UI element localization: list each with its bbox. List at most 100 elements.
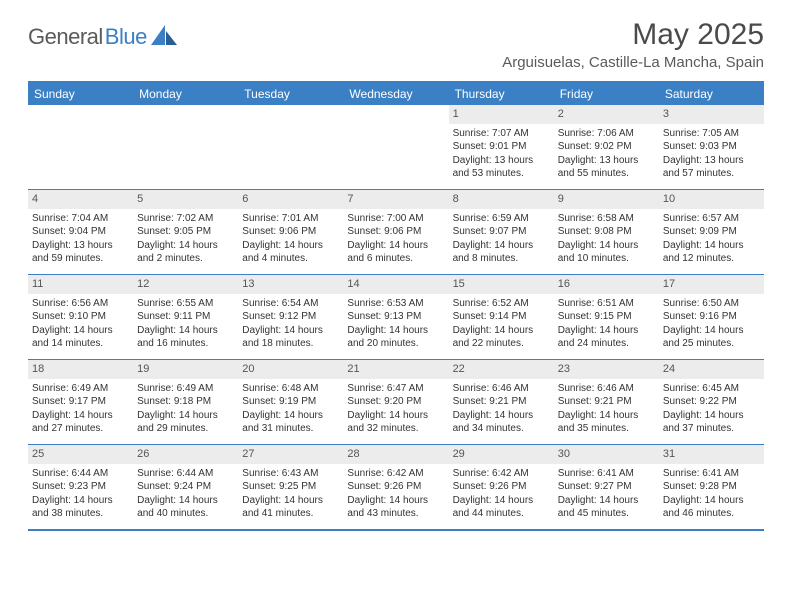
title-block: May 2025 Arguisuelas, Castille-La Mancha… xyxy=(502,18,764,71)
sunset-text: Sunset: 9:28 PM xyxy=(663,480,760,494)
cell-body: Sunrise: 6:44 AMSunset: 9:24 PMDaylight:… xyxy=(133,464,238,525)
daylight-text: and 59 minutes. xyxy=(32,252,129,266)
week-row: 18Sunrise: 6:49 AMSunset: 9:17 PMDayligh… xyxy=(28,359,764,444)
week-row: 11Sunrise: 6:56 AMSunset: 9:10 PMDayligh… xyxy=(28,274,764,359)
daylight-text: Daylight: 14 hours xyxy=(453,324,550,338)
sunrise-text: Sunrise: 6:45 AM xyxy=(663,382,760,396)
sunset-text: Sunset: 9:05 PM xyxy=(137,225,234,239)
sunrise-text: Sunrise: 7:00 AM xyxy=(347,212,444,226)
calendar-cell: 7 Sunrise: 7:00 AMSunset: 9:06 PMDaylight… xyxy=(343,190,448,274)
calendar-cell: 26Sunrise: 6:44 AMSunset: 9:24 PMDayligh… xyxy=(133,445,238,529)
sunrise-text: Sunrise: 6:49 AM xyxy=(137,382,234,396)
calendar-cell: 1Sunrise: 7:07 AMSunset: 9:01 PMDaylight… xyxy=(449,105,554,189)
cell-body: Sunrise: 6:45 AMSunset: 9:22 PMDaylight:… xyxy=(659,379,764,440)
sunset-text: Sunset: 9:12 PM xyxy=(242,310,339,324)
cell-body: Sunrise: 6:46 AMSunset: 9:21 PMDaylight:… xyxy=(449,379,554,440)
daylight-text: and 8 minutes. xyxy=(453,252,550,266)
day-number: 7 xyxy=(343,190,448,209)
day-number: 10 xyxy=(659,190,764,209)
sunrise-text: Sunrise: 6:55 AM xyxy=(137,297,234,311)
daylight-text: Daylight: 14 hours xyxy=(32,409,129,423)
cell-body: Sunrise: 7:02 AMSunset: 9:05 PMDaylight:… xyxy=(133,209,238,270)
calendar-cell: 5Sunrise: 7:02 AMSunset: 9:05 PMDaylight… xyxy=(133,190,238,274)
sunset-text: Sunset: 9:22 PM xyxy=(663,395,760,409)
daylight-text: Daylight: 14 hours xyxy=(347,239,444,253)
sunrise-text: Sunrise: 6:41 AM xyxy=(558,467,655,481)
daylight-text: and 37 minutes. xyxy=(663,422,760,436)
sunrise-text: Sunrise: 6:54 AM xyxy=(242,297,339,311)
cell-body: Sunrise: 6:41 AMSunset: 9:28 PMDaylight:… xyxy=(659,464,764,525)
sunrise-text: Sunrise: 6:41 AM xyxy=(663,467,760,481)
sunset-text: Sunset: 9:17 PM xyxy=(32,395,129,409)
calendar-cell: 14Sunrise: 6:53 AMSunset: 9:13 PMDayligh… xyxy=(343,275,448,359)
sunrise-text: Sunrise: 6:51 AM xyxy=(558,297,655,311)
daylight-text: Daylight: 14 hours xyxy=(453,409,550,423)
cell-body: Sunrise: 6:50 AMSunset: 9:16 PMDaylight:… xyxy=(659,294,764,355)
day-number: 16 xyxy=(554,275,659,294)
month-title: May 2025 xyxy=(502,18,764,52)
sunset-text: Sunset: 9:23 PM xyxy=(32,480,129,494)
sunrise-text: Sunrise: 6:46 AM xyxy=(453,382,550,396)
sunset-text: Sunset: 9:24 PM xyxy=(137,480,234,494)
calendar-cell: 9Sunrise: 6:58 AMSunset: 9:08 PMDaylight… xyxy=(554,190,659,274)
cell-body: Sunrise: 6:51 AMSunset: 9:15 PMDaylight:… xyxy=(554,294,659,355)
sunrise-text: Sunrise: 7:07 AM xyxy=(453,127,550,141)
daylight-text: Daylight: 14 hours xyxy=(242,239,339,253)
cell-body: Sunrise: 6:41 AMSunset: 9:27 PMDaylight:… xyxy=(554,464,659,525)
sunrise-text: Sunrise: 7:01 AM xyxy=(242,212,339,226)
daylight-text: Daylight: 14 hours xyxy=(663,324,760,338)
day-number: 18 xyxy=(28,360,133,379)
calendar-cell: 18Sunrise: 6:49 AMSunset: 9:17 PMDayligh… xyxy=(28,360,133,444)
sunset-text: Sunset: 9:11 PM xyxy=(137,310,234,324)
daylight-text: Daylight: 14 hours xyxy=(558,239,655,253)
calendar-cell: 25Sunrise: 6:44 AMSunset: 9:23 PMDayligh… xyxy=(28,445,133,529)
day-number: 15 xyxy=(449,275,554,294)
day-number: 25 xyxy=(28,445,133,464)
calendar-cell xyxy=(28,105,133,189)
daylight-text: Daylight: 14 hours xyxy=(137,494,234,508)
cell-body: Sunrise: 6:52 AMSunset: 9:14 PMDaylight:… xyxy=(449,294,554,355)
daylight-text: Daylight: 14 hours xyxy=(347,409,444,423)
calendar-cell xyxy=(343,105,448,189)
day-number: 9 xyxy=(554,190,659,209)
day-number: 14 xyxy=(343,275,448,294)
day-number: 29 xyxy=(449,445,554,464)
sunrise-text: Sunrise: 6:44 AM xyxy=(137,467,234,481)
cell-body: Sunrise: 7:07 AMSunset: 9:01 PMDaylight:… xyxy=(449,124,554,185)
daylight-text: and 57 minutes. xyxy=(663,167,760,181)
sunset-text: Sunset: 9:06 PM xyxy=(347,225,444,239)
cell-body: Sunrise: 6:42 AMSunset: 9:26 PMDaylight:… xyxy=(343,464,448,525)
calendar-cell: 29Sunrise: 6:42 AMSunset: 9:26 PMDayligh… xyxy=(449,445,554,529)
calendar-cell xyxy=(238,105,343,189)
calendar-cell: 19Sunrise: 6:49 AMSunset: 9:18 PMDayligh… xyxy=(133,360,238,444)
cell-body: Sunrise: 6:58 AMSunset: 9:08 PMDaylight:… xyxy=(554,209,659,270)
sunset-text: Sunset: 9:16 PM xyxy=(663,310,760,324)
logo-text-b: Blue xyxy=(105,24,147,50)
sunset-text: Sunset: 9:10 PM xyxy=(32,310,129,324)
day-number: 4 xyxy=(28,190,133,209)
daylight-text: Daylight: 14 hours xyxy=(242,324,339,338)
calendar-cell: 11Sunrise: 6:56 AMSunset: 9:10 PMDayligh… xyxy=(28,275,133,359)
day-number: 2 xyxy=(554,105,659,124)
daylight-text: and 38 minutes. xyxy=(32,507,129,521)
logo: GeneralBlue xyxy=(28,18,177,50)
day-number: 27 xyxy=(238,445,343,464)
location-text: Arguisuelas, Castille-La Mancha, Spain xyxy=(502,54,764,71)
calendar-cell: 31Sunrise: 6:41 AMSunset: 9:28 PMDayligh… xyxy=(659,445,764,529)
calendar-cell: 23Sunrise: 6:46 AMSunset: 9:21 PMDayligh… xyxy=(554,360,659,444)
daylight-text: Daylight: 14 hours xyxy=(453,239,550,253)
daylight-text: Daylight: 14 hours xyxy=(137,409,234,423)
sunset-text: Sunset: 9:26 PM xyxy=(347,480,444,494)
daylight-text: and 24 minutes. xyxy=(558,337,655,351)
day-number: 26 xyxy=(133,445,238,464)
daylight-text: and 31 minutes. xyxy=(242,422,339,436)
daylight-text: and 25 minutes. xyxy=(663,337,760,351)
sunrise-text: Sunrise: 6:50 AM xyxy=(663,297,760,311)
daylight-text: and 27 minutes. xyxy=(32,422,129,436)
calendar-cell: 3Sunrise: 7:05 AMSunset: 9:03 PMDaylight… xyxy=(659,105,764,189)
day-number: 5 xyxy=(133,190,238,209)
calendar-cell: 4Sunrise: 7:04 AMSunset: 9:04 PMDaylight… xyxy=(28,190,133,274)
daylight-text: Daylight: 14 hours xyxy=(558,494,655,508)
cell-body: Sunrise: 7:06 AMSunset: 9:02 PMDaylight:… xyxy=(554,124,659,185)
sunset-text: Sunset: 9:26 PM xyxy=(453,480,550,494)
